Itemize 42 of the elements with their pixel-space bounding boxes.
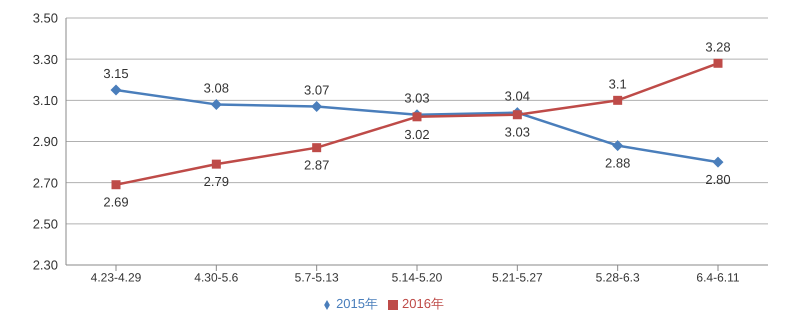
- data-label: 2.87: [304, 158, 330, 173]
- x-tick-label: 6.4-6.11: [696, 270, 740, 285]
- point: [110, 84, 122, 96]
- data-label: 3.07: [304, 82, 330, 98]
- point: [112, 180, 120, 190]
- point: [512, 110, 522, 120]
- data-label: 3.04: [504, 88, 530, 104]
- x-tick-label: 5.28-6.3: [596, 270, 640, 285]
- y-tick-label: 3.30: [32, 52, 58, 67]
- data-label: 3.03: [404, 90, 430, 106]
- data-label: 2.79: [204, 174, 229, 190]
- data-label: 3.08: [204, 80, 229, 96]
- data-label: 2.80: [705, 172, 731, 188]
- x-tick-label: 4.23-4.29: [90, 270, 142, 285]
- point: [714, 58, 722, 68]
- data-label: 3.28: [705, 39, 731, 54]
- point: [612, 140, 624, 152]
- data-label: 3.1: [608, 76, 627, 92]
- data-label: 3.03: [504, 124, 530, 140]
- point: [312, 143, 322, 152]
- y-tick-label: 2.70: [32, 175, 58, 190]
- y-tick-label: 3.50: [32, 10, 58, 26]
- y-tick-label: 3.10: [32, 92, 58, 108]
- data-label: 2.88: [605, 156, 630, 171]
- y-tick-label: 2.50: [32, 216, 58, 232]
- point: [412, 112, 422, 122]
- point: [210, 98, 222, 110]
- data-label: 2.69: [103, 194, 129, 210]
- legend-label: 2015年: [336, 296, 378, 311]
- x-tick-label: 5.21-5.27: [492, 270, 544, 285]
- x-tick-label: 5.7-5.13: [294, 270, 340, 285]
- point: [311, 101, 322, 112]
- legend-label: 2016年: [402, 296, 444, 311]
- x-tick-label: 4.30-5.6: [194, 270, 239, 285]
- x-tick-label: 5.14-5.20: [392, 270, 443, 285]
- y-tick-label: 2.90: [32, 134, 58, 150]
- data-label: 3.15: [103, 66, 129, 82]
- y-tick-label: 2.30: [32, 258, 58, 273]
- point: [712, 156, 724, 168]
- point: [212, 160, 221, 169]
- point: [613, 96, 622, 105]
- data-label: 3.02: [404, 126, 430, 142]
